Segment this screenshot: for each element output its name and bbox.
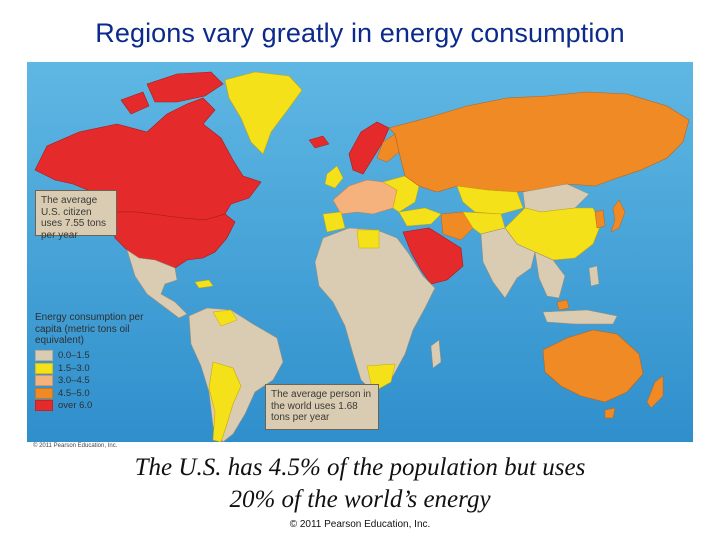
legend-row: 4.5–5.0 <box>35 387 165 400</box>
legend-row: 1.5–3.0 <box>35 362 165 375</box>
iran-region <box>440 211 474 241</box>
legend-swatch <box>35 400 53 412</box>
world-callout: The average person in the world uses 1.6… <box>265 384 379 430</box>
arabian-peninsula <box>402 227 464 285</box>
australia <box>542 329 644 403</box>
legend-row: 3.0–4.5 <box>35 375 165 388</box>
new-zealand <box>646 375 664 409</box>
legend-label: 4.5–5.0 <box>58 387 90 399</box>
legend-swatch <box>35 375 53 387</box>
legend-title: Energy consumption per capita (metric to… <box>35 312 144 346</box>
arctic-islands <box>146 71 224 103</box>
caption: The U.S. has 4.5% of the population but … <box>60 452 660 516</box>
us-callout-text: The average U.S. citizen uses 7.55 tons … <box>41 195 107 241</box>
southeast-asia <box>534 251 566 299</box>
iberia <box>322 211 346 233</box>
legend-swatch <box>35 362 53 374</box>
caption-line-1: The U.S. has 4.5% of the population but … <box>134 454 586 481</box>
greenland <box>224 71 303 155</box>
turkey <box>398 207 442 227</box>
argentina-chile <box>208 361 242 442</box>
legend-label: 1.5–3.0 <box>58 362 90 374</box>
korea <box>594 209 606 229</box>
legend-label: over 6.0 <box>58 400 93 412</box>
madagascar <box>430 339 442 369</box>
mexico <box>126 249 188 319</box>
libya <box>356 229 380 249</box>
iceland <box>308 135 330 149</box>
venezuela <box>212 309 238 327</box>
legend-row: over 6.0 <box>35 400 165 413</box>
arctic-islands-2 <box>120 91 150 115</box>
caribbean <box>194 279 214 289</box>
finland <box>376 133 400 163</box>
indonesia <box>542 309 618 325</box>
caption-line-2: 20% of the world’s energy <box>229 486 491 513</box>
world-map-graphic <box>27 62 693 442</box>
world-callout-text: The average person in the world uses 1.6… <box>271 389 372 423</box>
uk-ireland <box>324 165 344 189</box>
tasmania <box>604 407 616 419</box>
africa <box>314 227 436 393</box>
us-callout: The average U.S. citizen uses 7.55 tons … <box>35 190 117 241</box>
legend-label: 0.0–1.5 <box>58 350 90 362</box>
legend-row: 0.0–1.5 <box>35 350 165 363</box>
kazakhstan <box>456 185 524 215</box>
russia <box>388 91 690 193</box>
legend-label: 3.0–4.5 <box>58 375 90 387</box>
philippines <box>588 265 600 287</box>
taiwan-malaysia <box>556 299 570 311</box>
south-asia <box>480 227 536 299</box>
legend-swatch <box>35 350 53 362</box>
japan <box>610 199 626 233</box>
map-legend: Energy consumption per capita (metric to… <box>35 312 165 412</box>
legend-swatch <box>35 387 53 399</box>
world-energy-map: The average U.S. citizen uses 7.55 tons … <box>27 62 693 442</box>
map-image-credit: © 2011 Pearson Education, Inc. <box>33 443 118 449</box>
footer-copyright: © 2011 Pearson Education, Inc. <box>289 519 431 530</box>
slide-title: Regions vary greatly in energy consumpti… <box>95 18 625 48</box>
